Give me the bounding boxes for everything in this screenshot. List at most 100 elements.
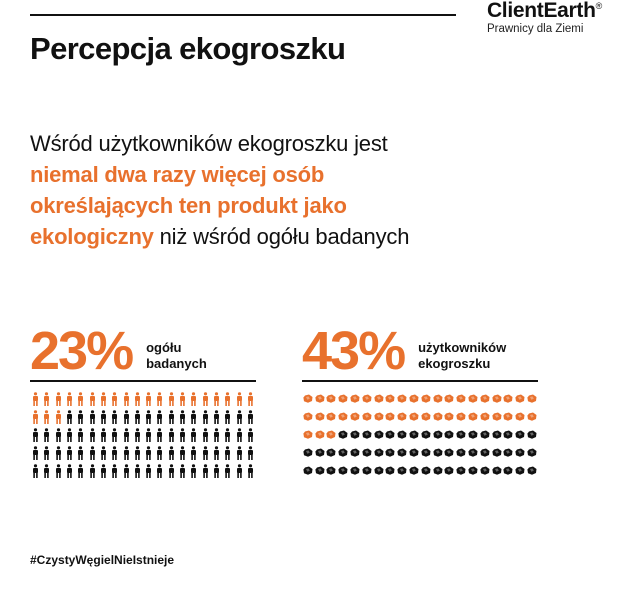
- coal-icon: [479, 446, 491, 458]
- highlighted-coal-icon: [408, 410, 420, 422]
- highlighted-coal-icon: [337, 410, 349, 422]
- person-icon: [30, 464, 41, 479]
- highlighted-person-icon: [245, 392, 256, 407]
- stat-label-line2: ekogroszku: [418, 356, 491, 371]
- stat-label-line1: użytkowników: [418, 340, 507, 355]
- person-icon: [245, 428, 256, 443]
- person-icon: [245, 446, 256, 461]
- person-icon: [222, 428, 233, 443]
- person-icon: [188, 446, 199, 461]
- coal-icon: [467, 446, 479, 458]
- highlighted-coal-icon: [432, 392, 444, 404]
- coal-icon: [302, 446, 314, 458]
- coal-icon: [467, 428, 479, 440]
- person-icon: [75, 464, 86, 479]
- person-icon: [233, 464, 244, 479]
- person-icon: [109, 446, 120, 461]
- highlighted-person-icon: [154, 392, 165, 407]
- person-icon: [200, 446, 211, 461]
- coal-icon-grid: [302, 392, 538, 476]
- coal-icon: [408, 446, 420, 458]
- highlighted-coal-icon: [514, 410, 526, 422]
- person-icon: [87, 446, 98, 461]
- person-icon: [143, 446, 154, 461]
- coal-icon: [361, 464, 373, 476]
- coal-icon: [491, 464, 503, 476]
- stat-label-line2: badanych: [146, 356, 207, 371]
- lead-text: Wśród użytkowników ekogroszku jest niema…: [30, 128, 460, 252]
- highlighted-coal-icon: [326, 392, 338, 404]
- coal-icon: [420, 446, 432, 458]
- coal-icon: [444, 446, 456, 458]
- person-icon: [120, 410, 131, 425]
- stat-percentage: 43%: [302, 321, 406, 381]
- highlighted-coal-icon: [420, 410, 432, 422]
- highlighted-coal-icon: [396, 392, 408, 404]
- person-icon: [222, 410, 233, 425]
- person-icon: [53, 428, 64, 443]
- person-icon: [188, 464, 199, 479]
- person-icon: [120, 464, 131, 479]
- highlighted-coal-icon: [361, 392, 373, 404]
- highlighted-coal-icon: [302, 428, 314, 440]
- person-icon: [177, 464, 188, 479]
- person-icon: [64, 464, 75, 479]
- coal-icon: [479, 428, 491, 440]
- person-icon: [154, 410, 165, 425]
- person-icon: [132, 464, 143, 479]
- person-icon: [188, 410, 199, 425]
- person-icon: [98, 428, 109, 443]
- person-icon: [233, 446, 244, 461]
- highlighted-coal-icon: [385, 410, 397, 422]
- highlighted-coal-icon: [479, 410, 491, 422]
- person-icon: [120, 428, 131, 443]
- highlighted-coal-icon: [526, 410, 538, 422]
- highlighted-person-icon: [120, 392, 131, 407]
- highlighted-coal-icon: [302, 410, 314, 422]
- coal-icon: [526, 464, 538, 476]
- coal-icon: [455, 464, 467, 476]
- stat-header: 23% ogółu badanych: [30, 320, 256, 382]
- person-icon: [143, 464, 154, 479]
- person-icon: [30, 446, 41, 461]
- highlighted-coal-icon: [432, 410, 444, 422]
- highlighted-person-icon: [222, 392, 233, 407]
- coal-icon: [420, 428, 432, 440]
- person-icon: [188, 428, 199, 443]
- highlighted-coal-icon: [349, 410, 361, 422]
- person-icon: [53, 464, 64, 479]
- page-title: Percepcja ekogroszku: [30, 31, 346, 66]
- highlighted-coal-icon: [302, 392, 314, 404]
- person-icon: [233, 410, 244, 425]
- coal-icon: [491, 446, 503, 458]
- coal-icon: [373, 464, 385, 476]
- coal-icon: [314, 446, 326, 458]
- person-icon: [87, 410, 98, 425]
- person-icon: [154, 446, 165, 461]
- highlighted-coal-icon: [514, 392, 526, 404]
- highlighted-coal-icon: [467, 410, 479, 422]
- person-icon: [120, 446, 131, 461]
- highlighted-person-icon: [188, 392, 199, 407]
- highlighted-coal-icon: [491, 392, 503, 404]
- coal-icon: [408, 464, 420, 476]
- person-icon: [154, 428, 165, 443]
- coal-icon: [396, 446, 408, 458]
- person-icon: [132, 428, 143, 443]
- coal-icon: [444, 428, 456, 440]
- person-icon: [166, 428, 177, 443]
- coal-icon: [337, 428, 349, 440]
- person-icon: [75, 428, 86, 443]
- lead-text-part1: Wśród użytkowników ekogroszku jest: [30, 131, 388, 156]
- person-icon: [41, 428, 52, 443]
- coal-icon: [349, 446, 361, 458]
- lead-highlight: niemal dwa razy więcej osób określającyc…: [30, 162, 347, 249]
- highlighted-coal-icon: [503, 392, 515, 404]
- person-icon: [87, 428, 98, 443]
- highlighted-coal-icon: [479, 392, 491, 404]
- highlighted-person-icon: [177, 392, 188, 407]
- coal-icon: [526, 446, 538, 458]
- coal-icon: [491, 428, 503, 440]
- person-icon: [211, 410, 222, 425]
- person-icon: [41, 464, 52, 479]
